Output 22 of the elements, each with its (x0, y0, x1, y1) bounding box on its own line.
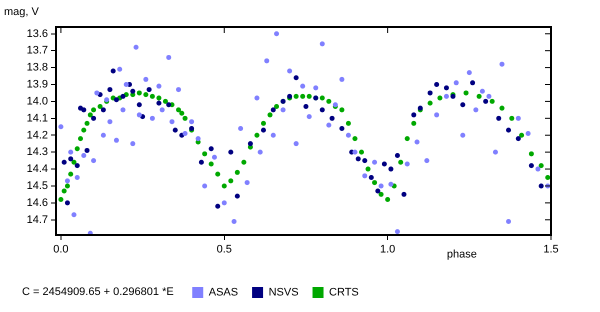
y-tick-label: 14.5 (26, 180, 48, 192)
x-axis-title: phase (446, 248, 477, 261)
y-axis-title: mag, V (4, 6, 40, 18)
x-tick-label: 0.5 (216, 244, 232, 256)
y-tick-label: 14.1 (26, 112, 48, 124)
text: C = 2454909.65 + 0.296801 *E (22, 286, 174, 298)
x-tick-label: 0.0 (53, 244, 69, 256)
y-tick-label: 13.7 (26, 44, 48, 57)
y-tick-label: 13.9 (26, 78, 48, 91)
y-tick-label: 14.6 (26, 196, 48, 209)
legend-label: NSVS (268, 286, 299, 299)
y-tick-label: 14.2 (26, 129, 48, 142)
y-tick-label: 14.7 (26, 214, 48, 226)
legend-label: ASAS (208, 286, 238, 299)
legend-label: CRTS (329, 286, 359, 299)
y-tick-label: 13.6 (26, 28, 48, 40)
x-tick-label: 1.0 (380, 244, 396, 256)
y-tick-label: 14.4 (26, 163, 48, 176)
x-tick-label: 1.5 (543, 244, 559, 256)
y-tick-label: 14.0 (26, 95, 48, 108)
y-tick-label: 14.3 (26, 146, 48, 158)
y-tick-label: 13.8 (26, 62, 48, 74)
